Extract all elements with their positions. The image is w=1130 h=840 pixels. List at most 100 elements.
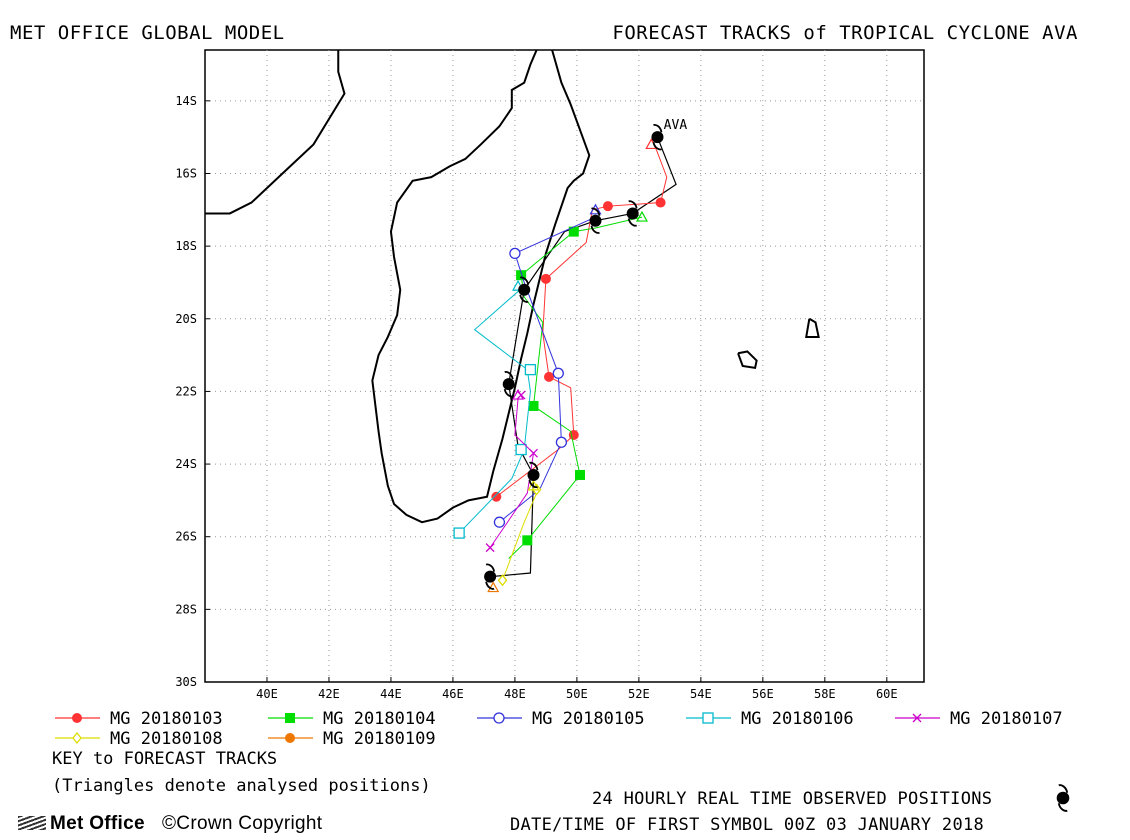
met-office-logo-text: Met Office bbox=[50, 813, 145, 834]
africa-coast bbox=[205, 50, 346, 215]
legend-item: MG 20180106 bbox=[686, 709, 854, 729]
madagascar-coast bbox=[371, 49, 591, 524]
legend-item: MG 20180105 bbox=[477, 709, 645, 729]
forecast-point bbox=[655, 197, 666, 208]
forecast-point bbox=[540, 273, 551, 284]
map-frame bbox=[204, 49, 925, 683]
x-tick-label: 48E bbox=[504, 687, 526, 701]
forecast-track-line bbox=[508, 216, 643, 559]
forecast-point bbox=[544, 371, 555, 382]
header-right-title: FORECAST TRACKS of TROPICAL CYCLONE AVA bbox=[612, 22, 1078, 44]
reunion-island bbox=[737, 350, 758, 369]
legend-item: MG 20180103 bbox=[55, 709, 223, 729]
legend-marker bbox=[285, 733, 295, 743]
forecast-point bbox=[528, 400, 539, 411]
legend-marker bbox=[493, 712, 505, 724]
x-tick-label: 58E bbox=[814, 687, 836, 701]
analysed-position-triangle bbox=[635, 210, 648, 222]
hurricane-icon bbox=[518, 276, 531, 303]
forecast-point bbox=[493, 516, 506, 528]
coastlines bbox=[205, 49, 820, 524]
forecast-point bbox=[529, 448, 538, 458]
hurricane-icon bbox=[626, 200, 639, 227]
legend-label: MG 20180104 bbox=[323, 709, 436, 729]
y-tick-label: 14S bbox=[175, 94, 197, 108]
forecast-point bbox=[552, 367, 564, 379]
y-tick-label: 26S bbox=[175, 530, 197, 544]
legend-label: MG 20180106 bbox=[741, 709, 854, 729]
y-tick-label: 22S bbox=[175, 384, 197, 398]
hurricane-icon bbox=[484, 563, 497, 590]
forecast-point bbox=[524, 363, 537, 376]
hurricane-icon bbox=[527, 461, 540, 489]
y-tick-label: 30S bbox=[175, 675, 197, 689]
legend-marker bbox=[702, 712, 714, 724]
legend-marker bbox=[912, 713, 922, 723]
hurricane-icon bbox=[502, 371, 515, 398]
observed-positions-label: 24 HOURLY REAL TIME OBSERVED POSITIONS bbox=[592, 789, 993, 809]
forecast-tracks bbox=[453, 138, 668, 593]
analysed-position-triangle bbox=[511, 388, 525, 400]
legend-marker bbox=[72, 731, 82, 745]
x-tick-label: 60E bbox=[876, 687, 898, 701]
axis-labels: 40E 42E 44E 46E 48E 50E 52E 54E 56E 58E 60E 14S 16S 1… bbox=[175, 94, 897, 701]
y-tick-label: 18S bbox=[175, 239, 197, 253]
forecast-point bbox=[522, 535, 533, 546]
legend-marker bbox=[285, 713, 295, 723]
legend-item: MG 20180109 bbox=[268, 729, 436, 749]
x-tick-label: 54E bbox=[690, 687, 712, 701]
first-symbol-datetime: DATE/TIME OF FIRST SYMBOL 00Z 03 JANUARY… bbox=[510, 815, 985, 835]
legend: MG 20180103 MG 20180104 MG 20180105 MG 2018… bbox=[55, 709, 1063, 749]
forecast-point bbox=[497, 574, 508, 587]
analysed-position-triangle bbox=[487, 581, 500, 593]
x-tick-label: 40E bbox=[256, 687, 278, 701]
legend-item: MG 20180108 bbox=[55, 729, 223, 749]
legend-label: MG 20180108 bbox=[110, 729, 223, 749]
legend-label: MG 20180103 bbox=[110, 709, 223, 729]
y-tick-label: 24S bbox=[175, 457, 197, 471]
legend-item: MG 20180104 bbox=[268, 709, 436, 729]
forecast-track-line bbox=[502, 492, 538, 581]
legend-note: (Triangles denote analysed positions) bbox=[52, 776, 431, 796]
forecast-point bbox=[516, 270, 527, 281]
hurricane-icon bbox=[589, 207, 602, 234]
met-office-logo: Met Office bbox=[18, 813, 145, 835]
y-tick-label: 28S bbox=[175, 602, 197, 616]
forecast-series bbox=[497, 483, 542, 587]
mauritius-island bbox=[805, 317, 820, 338]
x-tick-label: 44E bbox=[380, 687, 402, 701]
hurricane-icon bbox=[1056, 784, 1070, 812]
forecast-point bbox=[555, 436, 568, 448]
hurricane-icon bbox=[1056, 784, 1070, 812]
hurricane-icon bbox=[651, 124, 664, 151]
legend-marker bbox=[72, 713, 82, 723]
x-tick-label: 56E bbox=[752, 687, 774, 701]
forecast-series bbox=[453, 285, 537, 539]
header-left-title: MET OFFICE GLOBAL MODEL bbox=[10, 22, 285, 44]
y-tick-label: 20S bbox=[175, 312, 197, 326]
forecast-point bbox=[485, 543, 495, 553]
legend-label: MG 20180109 bbox=[323, 729, 436, 749]
forecast-series bbox=[491, 144, 668, 502]
x-tick-label: 42E bbox=[318, 687, 340, 701]
forecast-point bbox=[515, 443, 527, 456]
legend-label: MG 20180107 bbox=[950, 709, 1063, 729]
forecast-series bbox=[508, 216, 643, 559]
x-tick-label: 50E bbox=[566, 687, 588, 701]
forecast-point bbox=[568, 226, 579, 237]
forecast-track-line bbox=[458, 285, 531, 534]
x-tick-label: 52E bbox=[628, 687, 650, 701]
y-tick-label: 16S bbox=[175, 166, 197, 180]
crown-copyright: ©Crown Copyright bbox=[162, 813, 323, 834]
legend-key-title: KEY to FORECAST TRACKS bbox=[52, 749, 277, 769]
legend-item: MG 20180107 bbox=[895, 709, 1063, 729]
grid-lines bbox=[205, 50, 924, 682]
legend-label: MG 20180105 bbox=[532, 709, 645, 729]
forecast-point bbox=[491, 491, 502, 502]
forecast-point bbox=[602, 201, 613, 212]
forecast-point bbox=[453, 527, 465, 539]
forecast-point bbox=[574, 469, 585, 480]
storm-name-label: AVA bbox=[664, 118, 688, 133]
x-tick-label: 46E bbox=[442, 687, 464, 701]
